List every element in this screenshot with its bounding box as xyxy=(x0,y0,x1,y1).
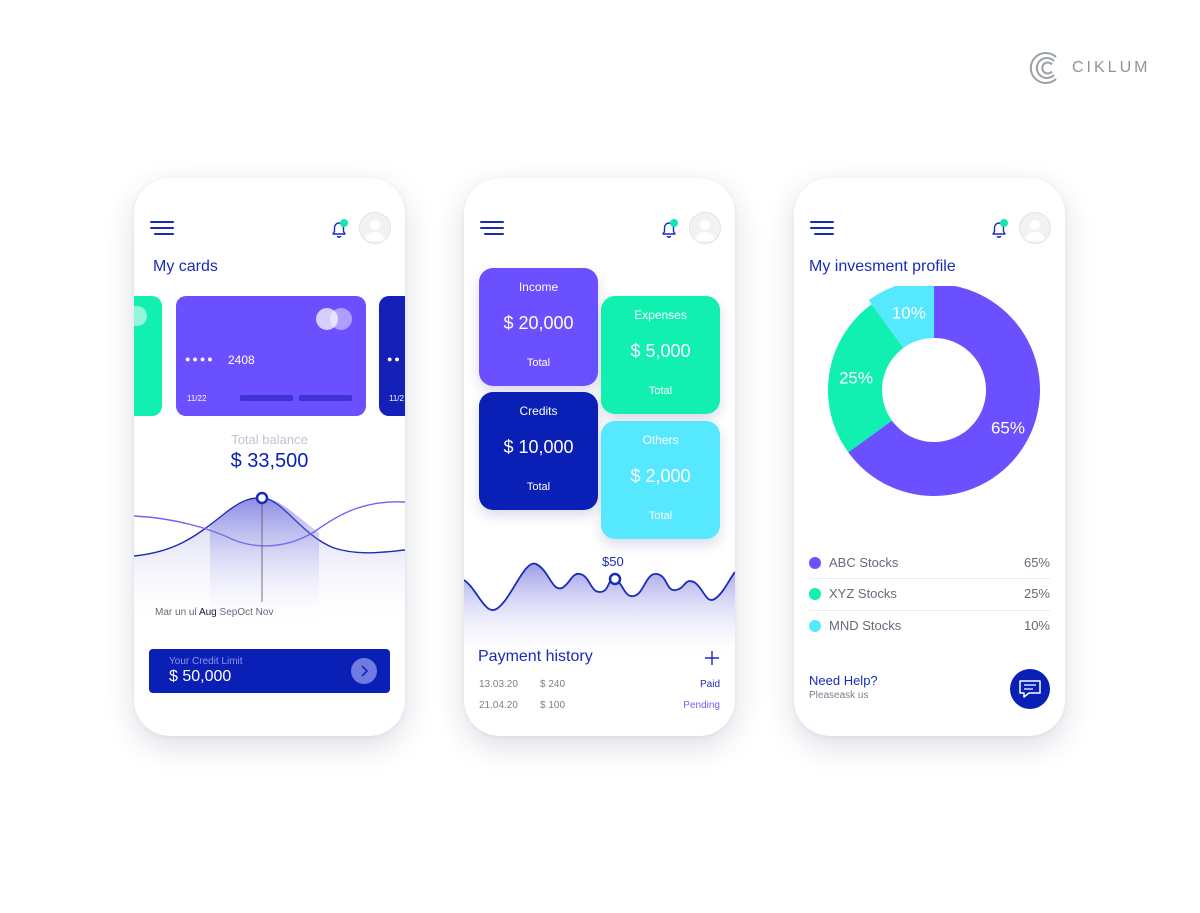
phone-investment-profile: My invesment profile 65% 25% 10% ABC Stock… xyxy=(794,178,1065,736)
credit-limit-label: Your Credit Limit xyxy=(169,656,243,667)
tile-label: Expenses xyxy=(634,308,687,322)
tile-value: $ 10,000 xyxy=(503,437,574,457)
legend-dot xyxy=(809,557,821,569)
payment-status: Paid xyxy=(699,679,720,690)
chart-marker[interactable] xyxy=(608,572,622,586)
card-expiry: 11/2 xyxy=(389,394,404,403)
legend-row-xyz[interactable]: XYZ Stocks 25% xyxy=(809,579,1050,610)
card-stripe xyxy=(240,395,293,401)
tile-label: Others xyxy=(642,433,679,447)
divider xyxy=(809,610,1050,611)
chat-support-button[interactable] xyxy=(1010,669,1050,709)
donut-slice-abc[interactable] xyxy=(848,286,1040,496)
payment-status: Pending xyxy=(683,700,720,711)
legend-percent: 25% xyxy=(1023,586,1050,601)
card-expiry: 11/22 xyxy=(187,394,207,403)
tile-total: Total xyxy=(648,385,673,397)
hamburger-menu-icon[interactable] xyxy=(480,221,504,235)
page-title: My invesment profile xyxy=(809,258,956,275)
payment-date: 21.04.20 xyxy=(479,700,518,711)
notification-bell-icon[interactable] xyxy=(658,218,680,240)
chat-bubble-icon xyxy=(1019,680,1041,698)
legend-dot xyxy=(809,588,821,600)
donut-slice-label: 25% xyxy=(839,369,873,388)
card-next[interactable]: ●● 11/2 xyxy=(379,296,405,416)
donut-slice-xyz[interactable] xyxy=(828,304,904,453)
payment-amount: $ 240 xyxy=(540,679,566,690)
credit-limit-value: $ 50,000 xyxy=(169,668,232,685)
card-mask-dots: ●●●● xyxy=(185,354,215,364)
divider xyxy=(809,578,1050,579)
legend-row-abc[interactable]: ABC Stocks 65% xyxy=(809,548,1050,579)
chart-marker-value: $50 xyxy=(602,554,624,569)
help-title: Need Help? xyxy=(809,673,878,688)
spending-wave-chart xyxy=(464,562,735,663)
help-subtitle: Pleaseask us xyxy=(809,690,869,701)
tile-total: Total xyxy=(526,481,551,493)
payment-row[interactable]: 13.03.20 $ 240 Paid xyxy=(479,679,720,695)
month-label[interactable]: un xyxy=(175,607,187,618)
tile-income[interactable]: Income $ 20,000 Total xyxy=(479,268,598,386)
month-axis: Mar un ul Aug SepOct Nov xyxy=(155,607,273,618)
brand-name: CIKLUM xyxy=(1072,59,1151,76)
payment-history-title: Payment history xyxy=(478,648,593,665)
legend-row-mnd[interactable]: MND Stocks 10% xyxy=(809,611,1050,642)
chart-marker[interactable] xyxy=(255,491,269,505)
donut-slice-label: 10% xyxy=(892,303,926,322)
month-label[interactable]: Oct xyxy=(237,607,253,618)
card-stripe xyxy=(299,395,352,401)
payment-row[interactable]: 21.04.20 $ 100 Pending xyxy=(479,700,720,716)
tile-label: Credits xyxy=(519,404,558,418)
tile-total: Total xyxy=(648,510,673,522)
plus-icon[interactable] xyxy=(704,650,720,666)
user-avatar[interactable] xyxy=(689,212,721,244)
tile-credits[interactable]: Credits $ 10,000 Total xyxy=(479,392,598,510)
credit-card-main[interactable]: ●●●● 2408 11/22 xyxy=(176,296,366,416)
balance-value: $ 33,500 xyxy=(230,450,309,472)
hamburger-menu-icon[interactable] xyxy=(810,221,834,235)
tile-value: $ 5,000 xyxy=(630,341,691,361)
month-label[interactable]: Nov xyxy=(255,607,274,618)
user-avatar[interactable] xyxy=(1019,212,1051,244)
user-avatar[interactable] xyxy=(359,212,391,244)
legend-name: XYZ Stocks xyxy=(829,586,897,601)
month-label-active[interactable]: Aug xyxy=(198,607,217,618)
legend-name: MND Stocks xyxy=(829,618,902,633)
legend-dot xyxy=(809,620,821,632)
credit-limit-button[interactable]: Your Credit Limit $ 50,000 xyxy=(149,649,390,693)
tile-others[interactable]: Others $ 2,000 Total xyxy=(601,421,720,539)
mastercard-logo-icon xyxy=(316,308,352,330)
tile-value: $ 2,000 xyxy=(630,466,691,486)
balance-label: Total balance xyxy=(231,432,308,447)
month-label[interactable]: Mar xyxy=(155,607,173,618)
card-previous[interactable] xyxy=(134,296,162,416)
donut-slice-mnd[interactable] xyxy=(868,286,934,348)
card-last-digits: 2408 xyxy=(228,353,255,367)
chevron-right-icon[interactable] xyxy=(351,658,377,684)
page-title: My cards xyxy=(153,258,218,275)
tile-expenses[interactable]: Expenses $ 5,000 Total xyxy=(601,296,720,414)
legend-name: ABC Stocks xyxy=(829,555,899,570)
notification-bell-icon[interactable] xyxy=(328,218,350,240)
balance-wave-chart xyxy=(134,491,405,628)
tile-value: $ 20,000 xyxy=(503,313,574,333)
phone-my-cards: My cards ●●●● 2408 11/22 ●● 11/2 Total b… xyxy=(134,178,405,736)
phone-overview: Income $ 20,000 Total Expenses $ 5,000 T… xyxy=(464,178,735,736)
month-label[interactable]: ul xyxy=(188,607,197,618)
investment-donut-chart: 65% 25% 10% xyxy=(828,286,1040,496)
payment-amount: $ 100 xyxy=(540,700,566,711)
donut-slice-label: 65% xyxy=(991,419,1025,438)
payment-date: 13.03.20 xyxy=(479,679,518,690)
month-label[interactable]: Sep xyxy=(219,607,238,618)
hamburger-menu-icon[interactable] xyxy=(150,221,174,235)
legend-percent: 65% xyxy=(1023,555,1050,570)
ciklum-logo-icon xyxy=(1029,52,1057,84)
card-mask-dots: ●● xyxy=(387,354,402,364)
tile-label: Income xyxy=(518,280,559,294)
notification-bell-icon[interactable] xyxy=(988,218,1010,240)
tile-total: Total xyxy=(526,357,551,369)
brand-logo: CIKLUM xyxy=(1028,50,1150,86)
legend-percent: 10% xyxy=(1023,618,1050,633)
